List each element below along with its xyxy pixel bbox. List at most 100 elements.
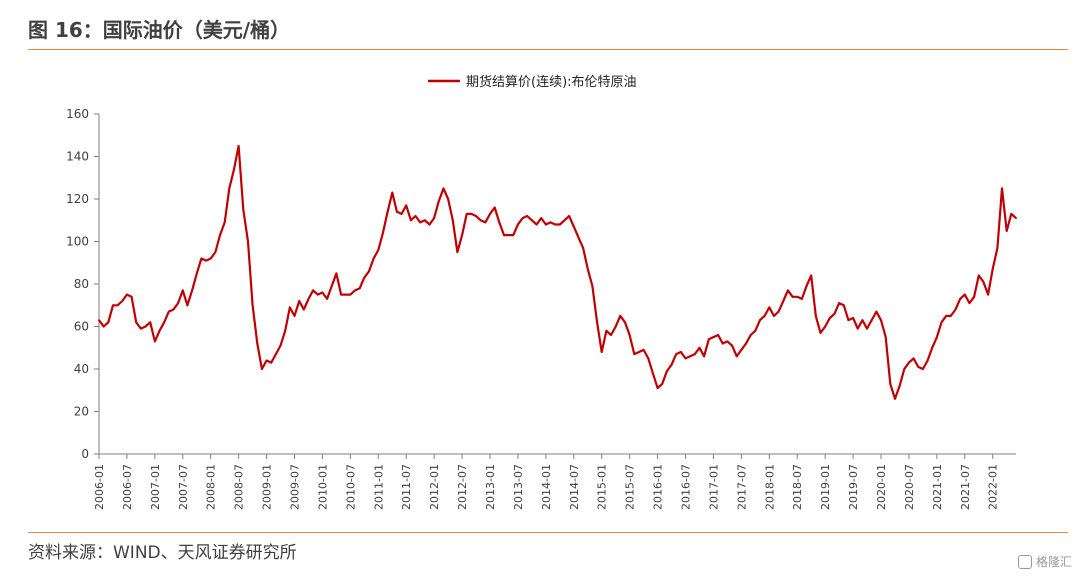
data-point: [261, 368, 263, 370]
data-point: [796, 295, 799, 298]
data-point: [810, 274, 813, 277]
x-tick-label: 2014-01: [540, 464, 553, 510]
data-point: [861, 319, 864, 321]
data-point: [307, 298, 310, 300]
data-point: [614, 325, 617, 328]
data-point: [107, 321, 110, 324]
x-tick-label: 2007-07: [177, 464, 190, 510]
data-point: [191, 289, 194, 292]
data-point: [130, 295, 133, 298]
x-tick-label: 2021-01: [931, 464, 944, 510]
data-point: [684, 357, 687, 360]
data-point: [977, 274, 980, 277]
data-point: [731, 344, 733, 347]
data-point: [298, 300, 301, 302]
x-tick-label: 2021-07: [959, 464, 972, 510]
data-point: [968, 302, 971, 304]
x-tick-label: 2008-07: [233, 464, 246, 510]
data-point: [894, 397, 896, 400]
data-point: [363, 276, 366, 279]
data-point: [777, 310, 780, 313]
data-point: [847, 319, 850, 321]
data-point: [163, 321, 166, 324]
data-point: [479, 219, 482, 222]
x-tick-label: 2017-01: [707, 464, 720, 510]
data-point: [549, 221, 552, 224]
data-point: [526, 215, 529, 217]
data-point: [545, 223, 547, 226]
data-point: [214, 251, 217, 254]
data-point: [703, 355, 705, 358]
data-point: [200, 257, 203, 260]
x-tick-label: 2007-01: [149, 464, 162, 510]
data-point: [154, 340, 156, 343]
data-point: [712, 336, 715, 338]
data-point: [158, 329, 161, 332]
chart: 0 20 40 60 80 100 120 140 160 2006-01 2006-07 2007-…: [66, 74, 1017, 510]
data-point: [973, 295, 975, 298]
data-point: [461, 234, 463, 237]
data-point: [996, 247, 999, 249]
data-point: [889, 383, 892, 385]
data-point: [954, 308, 957, 311]
data-point: [135, 321, 138, 324]
x-tick-label: 2019-01: [819, 464, 832, 510]
data-point: [419, 221, 422, 224]
data-point: [368, 270, 370, 273]
data-point: [372, 257, 375, 260]
data-point: [670, 363, 673, 366]
x-tick-label: 2016-01: [652, 464, 665, 510]
data-point: [98, 319, 100, 321]
data-point: [186, 304, 189, 307]
x-tick-label: 2006-01: [93, 464, 106, 510]
data-point: [233, 168, 235, 171]
data-point: [949, 315, 952, 317]
data-point: [521, 217, 524, 220]
y-tick-label: 20: [74, 405, 89, 419]
data-point: [866, 327, 868, 330]
legend-label: 期货结算价(连续):布伦特原油: [466, 74, 637, 90]
data-point: [884, 336, 887, 338]
x-tick-label: 2020-01: [875, 464, 888, 510]
data-point: [1010, 213, 1013, 215]
y-tick-label: 60: [74, 320, 89, 334]
watermark: 格隆汇: [1017, 553, 1072, 570]
data-point: [605, 329, 608, 332]
data-point: [354, 289, 356, 292]
data-point: [391, 191, 394, 194]
data-point: [763, 315, 766, 317]
data-point: [782, 300, 785, 302]
y-tick-label: 120: [66, 192, 89, 206]
data-point: [428, 223, 431, 226]
data-point: [340, 293, 342, 296]
data-point: [940, 321, 943, 324]
data-point: [316, 293, 319, 296]
data-point: [121, 300, 124, 302]
data-point: [358, 287, 361, 290]
data-point: [288, 306, 291, 309]
x-tick-label: 2012-07: [456, 464, 469, 510]
data-point: [856, 327, 859, 330]
data-point: [563, 219, 566, 222]
page-title: 图 16：国际油价（美元/桶）: [28, 18, 291, 42]
data-point: [898, 385, 901, 387]
x-tick-label: 2013-01: [484, 464, 497, 510]
data-point: [465, 213, 468, 215]
data-point: [912, 357, 915, 360]
data-point: [330, 285, 333, 287]
data-point: [833, 312, 836, 315]
title-divider: [28, 49, 1068, 50]
data-point: [931, 346, 934, 349]
x-tick-label: 2011-07: [400, 464, 413, 510]
x-tick-label: 2013-07: [512, 464, 525, 510]
data-point: [828, 317, 831, 319]
data-point: [666, 370, 668, 372]
data-point: [493, 206, 496, 209]
data-point: [628, 334, 631, 336]
data-point: [251, 304, 254, 307]
data-point: [768, 306, 771, 309]
x-tick-label: 2010-07: [344, 464, 357, 510]
data-point: [382, 232, 384, 234]
data-point: [172, 308, 175, 311]
data-point: [284, 329, 287, 332]
